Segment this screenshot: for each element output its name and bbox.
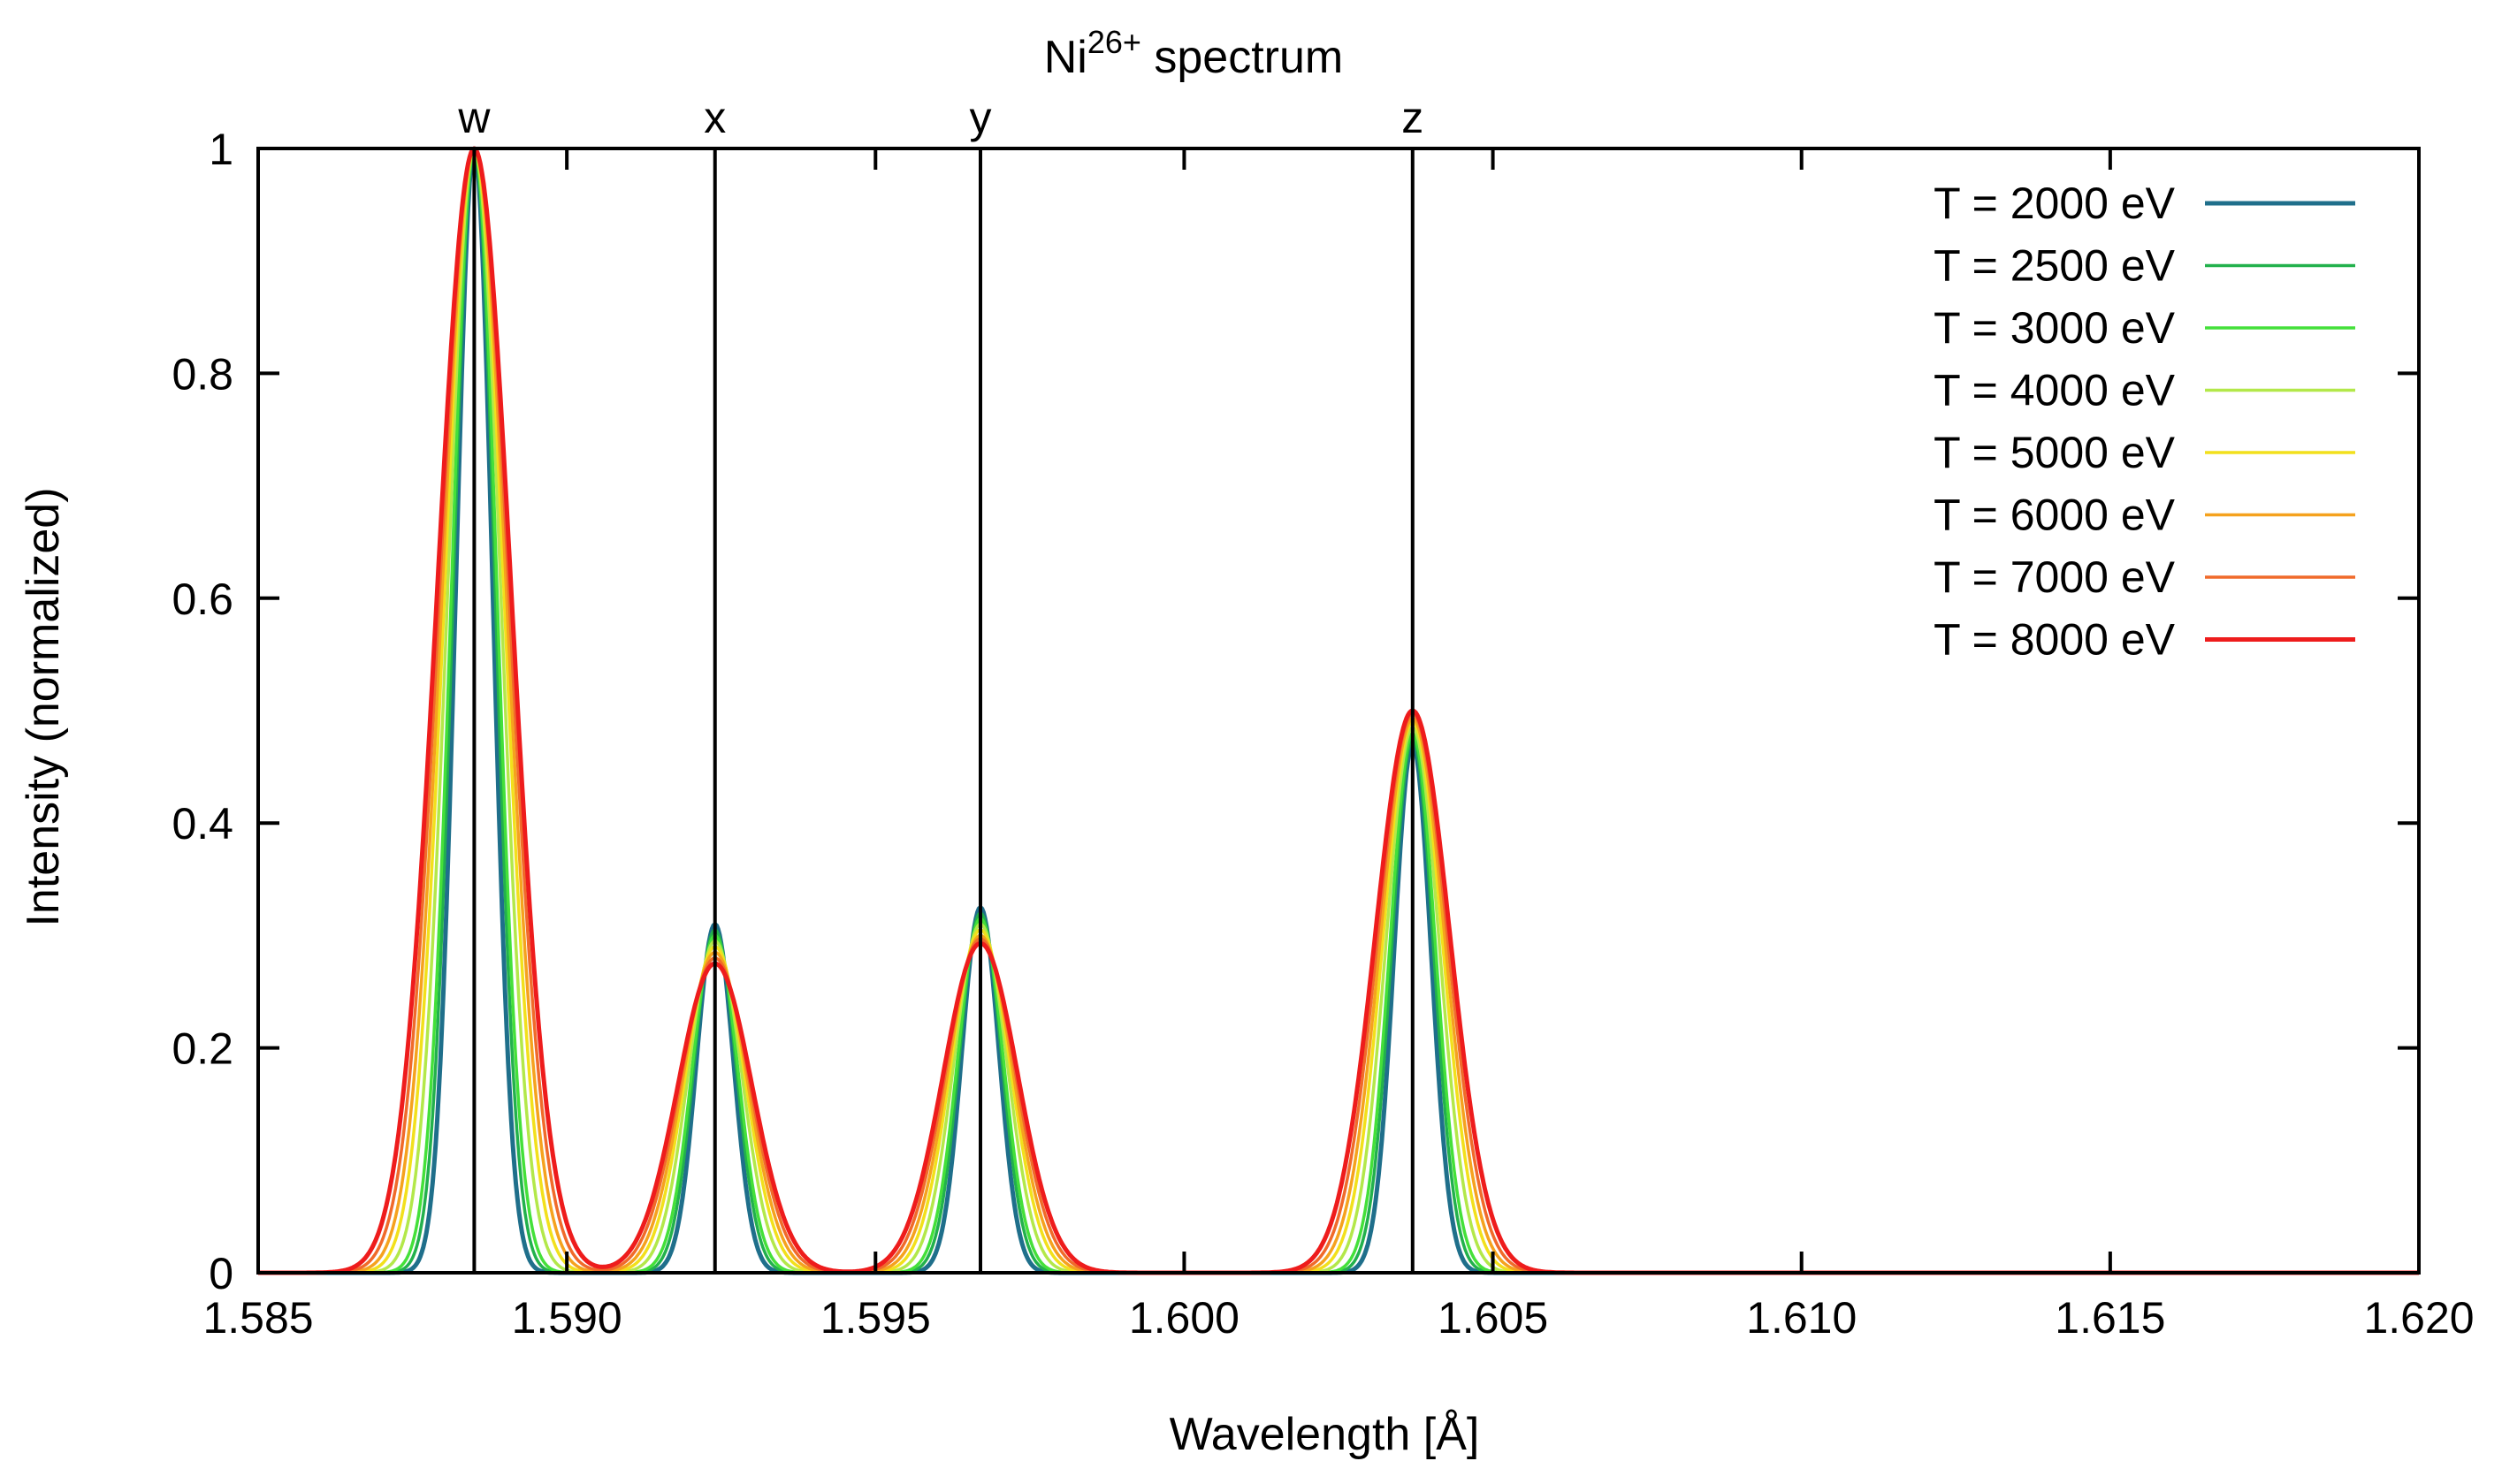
y-tick-label: 0 [209,1249,233,1298]
y-tick-label: 0.4 [172,799,233,849]
x-tick-label: 1.620 [2363,1293,2474,1343]
legend: T = 2000 eV T = 2500 eV T = 3000 eV T = 400… [1934,179,2355,665]
reference-line-label-w: w [457,93,491,142]
x-tick-label: 1.615 [2055,1293,2165,1343]
x-tick-label: 1.585 [202,1293,313,1343]
y-tick-label: 0.6 [172,575,233,624]
legend-label-3000: T = 3000 eV [1934,303,2176,353]
legend-label-7000: T = 7000 eV [1934,552,2176,602]
y-axis-title: Intensity (normalized) [18,487,69,926]
legend-label-2000: T = 2000 eV [1934,179,2176,228]
reference-line-label-z: z [1401,93,1423,142]
y-tick-label: 0.8 [172,349,233,399]
reference-line-label-x: x [704,93,726,142]
x-tick-label: 1.590 [512,1293,622,1343]
legend-label-8000: T = 8000 eV [1934,615,2176,665]
x-tick-label: 1.595 [820,1293,931,1343]
chart-title-main: Ni [1044,32,1087,83]
legend-label-2500: T = 2500 eV [1934,241,2176,291]
legend-label-4000: T = 4000 eV [1934,366,2176,415]
legend-label-5000: T = 5000 eV [1934,428,2176,477]
chart-title-superscript: 26+ [1087,24,1141,60]
axes-layer: 1.585 1.590 1.595 1.600 1.605 1.610 1.615 1.620… [172,125,2474,1343]
chart-title-suffix: spectrum [1141,32,1343,83]
plot-frame [256,147,2421,1275]
x-tick-label: 1.600 [1129,1293,1240,1343]
x-axis-title: Wavelength [Å] [1170,1409,1480,1460]
x-tick-label: 1.610 [1746,1293,1857,1343]
x-tick-label: 1.605 [1438,1293,1548,1343]
y-tick-label: 1 [209,125,233,174]
y-tick-label: 0.2 [172,1024,233,1074]
reference-lines-layer: w x y z [457,93,1423,1273]
reference-line-label-y: y [969,93,991,142]
legend-label-6000: T = 6000 eV [1934,491,2176,540]
chart-title: Ni26+ spectrum [1044,24,1343,83]
